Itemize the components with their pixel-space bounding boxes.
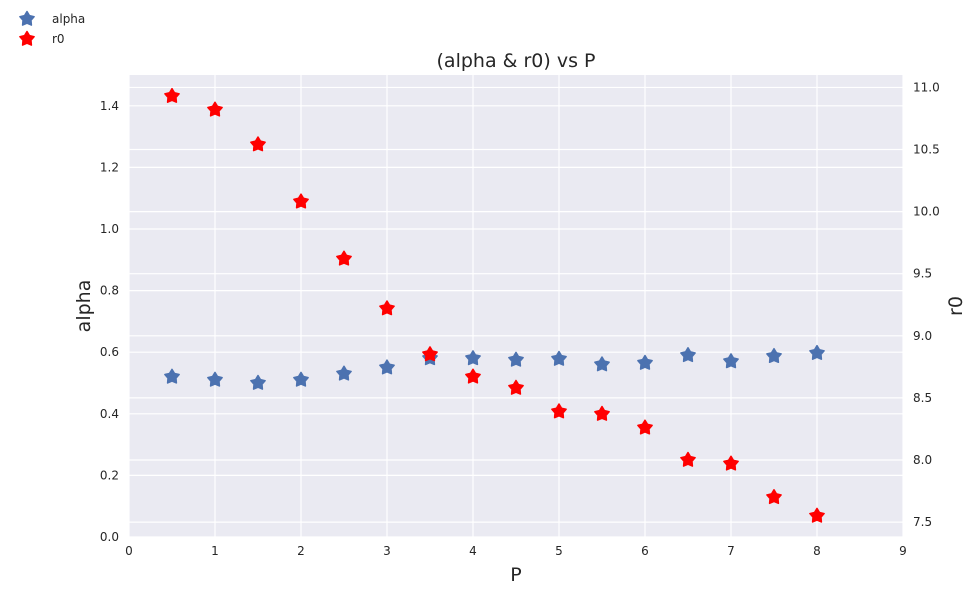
point-r0 — [465, 368, 481, 384]
legend-marker-alpha — [19, 10, 35, 26]
legend: alpha r0 — [19, 10, 85, 46]
point-r0 — [766, 489, 782, 505]
x-tick-label: 6 — [641, 544, 649, 558]
point-alpha — [207, 371, 223, 387]
left-axis-label: alpha — [73, 280, 95, 333]
point-alpha — [293, 371, 309, 387]
x-tick-label: 9 — [899, 544, 907, 558]
x-tick-label: 7 — [727, 544, 735, 558]
x-tick-label: 8 — [813, 544, 821, 558]
right-tick-label: 9.0 — [913, 329, 932, 343]
point-r0 — [508, 379, 524, 395]
point-alpha — [680, 347, 696, 363]
right-tick-label: 9.5 — [913, 267, 932, 281]
chart-title: (alpha & r0) vs P — [437, 50, 596, 72]
point-r0 — [207, 101, 223, 117]
left-tick-label: 0.2 — [100, 468, 119, 482]
point-r0 — [164, 87, 180, 103]
left-tick-label: 0.4 — [100, 407, 119, 421]
point-r0 — [422, 346, 438, 362]
point-alpha — [809, 344, 825, 360]
right-axis-ticks: 7.5 8.0 8.5 9.0 9.5 10.0 10.5 11.0 — [913, 80, 940, 529]
left-tick-label: 1.0 — [100, 222, 119, 236]
right-tick-label: 8.0 — [913, 453, 932, 467]
data-points — [164, 87, 825, 523]
point-r0 — [551, 403, 567, 419]
legend-marker-r0 — [19, 30, 35, 46]
point-alpha — [508, 351, 524, 367]
left-axis-ticks: 0.0 0.2 0.4 0.6 0.8 1.0 1.2 1.4 — [100, 99, 119, 544]
point-r0 — [680, 451, 696, 467]
point-alpha — [637, 354, 653, 370]
point-alpha — [164, 368, 180, 384]
plot-background — [129, 75, 903, 537]
point-r0 — [336, 250, 352, 266]
point-alpha — [250, 374, 266, 390]
legend-label-alpha: alpha — [52, 12, 85, 26]
x-tick-label: 5 — [555, 544, 563, 558]
point-r0 — [250, 136, 266, 152]
point-alpha — [594, 356, 610, 372]
point-r0 — [723, 455, 739, 471]
x-axis-label: P — [510, 564, 521, 586]
left-tick-label: 0.6 — [100, 345, 119, 359]
right-tick-label: 10.0 — [913, 205, 940, 219]
right-tick-label: 7.5 — [913, 515, 932, 529]
point-alpha — [723, 353, 739, 369]
left-tick-label: 0.0 — [100, 530, 119, 544]
right-axis-label: r0 — [945, 296, 967, 316]
x-tick-label: 1 — [211, 544, 219, 558]
point-alpha — [551, 350, 567, 366]
x-tick-label: 2 — [297, 544, 305, 558]
x-tick-label: 4 — [469, 544, 477, 558]
x-axis-ticks: 0 1 2 3 4 5 6 7 8 9 — [125, 544, 907, 558]
point-r0 — [637, 419, 653, 435]
point-r0 — [293, 193, 309, 209]
left-tick-label: 1.2 — [100, 160, 119, 174]
x-tick-label: 3 — [383, 544, 391, 558]
point-r0 — [809, 507, 825, 523]
point-r0 — [379, 300, 395, 316]
right-tick-label: 11.0 — [913, 80, 940, 94]
point-r0 — [594, 405, 610, 421]
left-tick-label: 1.4 — [100, 99, 119, 113]
legend-label-r0: r0 — [52, 32, 65, 46]
right-tick-label: 8.5 — [913, 391, 932, 405]
point-alpha — [465, 350, 481, 366]
left-tick-label: 0.8 — [100, 284, 119, 298]
point-alpha — [766, 347, 782, 364]
right-tick-label: 10.5 — [913, 143, 940, 157]
point-alpha — [336, 365, 352, 381]
x-tick-label: 0 — [125, 544, 133, 558]
point-alpha — [379, 359, 395, 375]
